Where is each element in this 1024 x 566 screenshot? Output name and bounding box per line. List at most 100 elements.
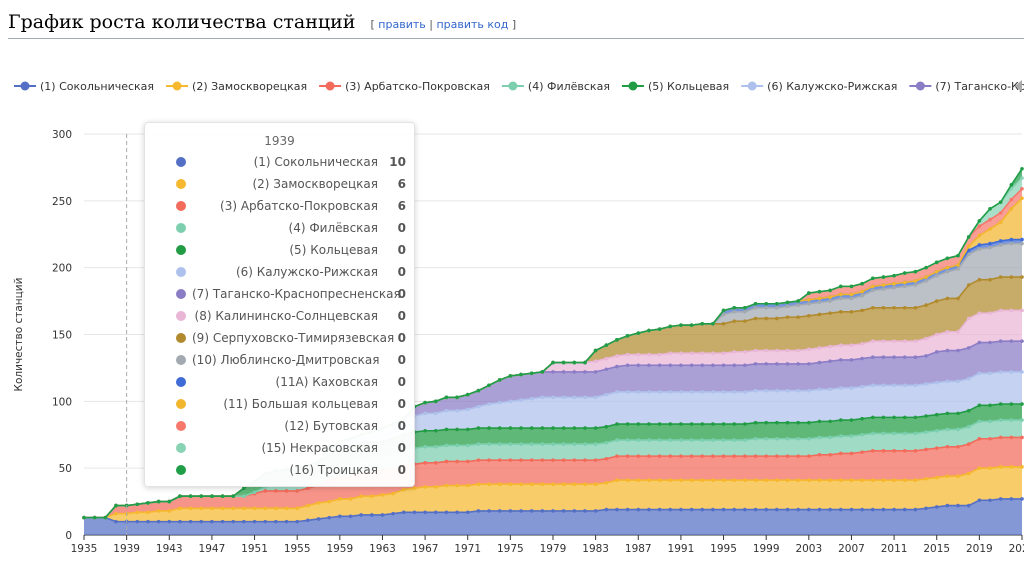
- series-point: [625, 352, 630, 357]
- series-point: [764, 388, 768, 393]
- legend-item-7[interactable]: (7) Таганско-Красно: [909, 80, 1024, 93]
- series-point: [700, 422, 705, 426]
- series-point: [1009, 241, 1014, 246]
- series-point: [497, 482, 502, 487]
- series-point: [881, 415, 886, 420]
- series-point: [892, 273, 896, 278]
- series-point: [988, 311, 992, 315]
- tooltip-series-label: (5) Кольцевая: [289, 243, 378, 257]
- series-point: [721, 507, 726, 512]
- series-point: [902, 507, 907, 512]
- series-point: [465, 459, 470, 464]
- tooltip-series-value: 0: [397, 287, 406, 301]
- series-point: [1009, 275, 1014, 279]
- edit-bracket-close: ]: [511, 18, 517, 31]
- tooltip-series-marker: [176, 443, 186, 453]
- series-point: [796, 348, 800, 353]
- series-point: [572, 458, 577, 462]
- series-point: [785, 454, 790, 458]
- series-point: [838, 418, 843, 422]
- series-point: [274, 506, 278, 511]
- series-point: [988, 207, 992, 211]
- series-point: [870, 284, 875, 289]
- series-point: [348, 497, 353, 501]
- series-point: [604, 481, 609, 485]
- tooltip-series-value: 10: [389, 155, 406, 169]
- series-point: [764, 348, 768, 353]
- series-point: [998, 497, 1003, 501]
- tooltip-series-label: (7) Таганско-Краснопресненская: [192, 287, 401, 301]
- series-point: [455, 483, 459, 488]
- series-point: [902, 448, 907, 453]
- series-point: [647, 328, 651, 333]
- series-point: [455, 427, 459, 432]
- legend-item-1[interactable]: (1) Сокольническая: [14, 80, 154, 93]
- series-point: [210, 506, 214, 511]
- legend-item-5[interactable]: (5) Кольцевая: [621, 80, 729, 93]
- series-point: [807, 291, 811, 295]
- series-point: [934, 332, 939, 337]
- tooltip-row: (11) Большая кольцевая 0: [145, 393, 414, 415]
- series-point: [615, 454, 619, 458]
- series-point: [775, 301, 779, 306]
- series-point: [114, 503, 118, 508]
- series-point: [785, 388, 790, 393]
- series-point: [924, 382, 928, 386]
- series-point: [977, 219, 982, 223]
- series-point: [956, 348, 960, 353]
- series-point: [796, 436, 800, 441]
- series-point: [956, 253, 960, 258]
- series-point: [231, 494, 236, 499]
- series-point: [956, 330, 960, 334]
- series-point: [540, 458, 545, 462]
- series-point: [519, 442, 523, 446]
- series-point: [1009, 497, 1014, 501]
- series-point: [721, 322, 726, 326]
- series-point: [870, 383, 875, 388]
- series-point: [636, 390, 641, 394]
- legend-item-6[interactable]: (6) Калужско-Рижская: [741, 80, 897, 93]
- legend-item-4[interactable]: (4) Филёвская: [501, 80, 610, 93]
- legend-symbol: [172, 81, 182, 91]
- legend-item-2[interactable]: (2) Замоскворецкая: [166, 80, 307, 93]
- series-point: [870, 288, 875, 293]
- series-area-7: [84, 341, 1022, 518]
- series-point: [551, 458, 555, 462]
- series-point: [487, 383, 491, 388]
- tooltip-series-marker: [176, 245, 186, 255]
- series-point: [327, 515, 331, 520]
- series-point: [817, 453, 822, 457]
- series-point: [1020, 241, 1024, 246]
- edit-code-link[interactable]: править код: [436, 18, 509, 31]
- x-tick-label: 1983: [582, 543, 609, 555]
- series-point: [444, 459, 449, 464]
- series-point: [604, 392, 609, 397]
- series-point: [561, 395, 566, 400]
- series-point: [956, 267, 960, 271]
- series-point: [828, 419, 832, 424]
- y-axis-label: Количество станций: [13, 278, 25, 392]
- series-point: [881, 355, 886, 360]
- series-point: [476, 442, 481, 446]
- edit-link[interactable]: править: [378, 18, 426, 31]
- legend-scroll-arrow-icon[interactable]: [1015, 80, 1022, 92]
- series-point: [316, 501, 321, 505]
- series-point: [796, 454, 800, 458]
- series-point: [860, 507, 864, 512]
- x-tick-label: 1991: [668, 543, 695, 555]
- series-point: [977, 311, 982, 315]
- x-tick-label: 1935: [71, 543, 98, 555]
- series-point: [519, 372, 523, 377]
- series-point: [775, 362, 779, 366]
- series-point: [423, 510, 427, 515]
- series-point: [913, 283, 918, 287]
- legend-item-3[interactable]: (3) Арбатско-Покровская: [319, 80, 490, 93]
- edit-section-links: [ править | править код ]: [371, 18, 517, 31]
- series-point: [497, 442, 502, 446]
- series-point: [743, 454, 747, 458]
- tooltip-series-label: (15) Некрасовская: [261, 441, 378, 455]
- y-tick-label: 150: [52, 330, 72, 342]
- series-point: [444, 483, 449, 488]
- series-point: [785, 436, 790, 441]
